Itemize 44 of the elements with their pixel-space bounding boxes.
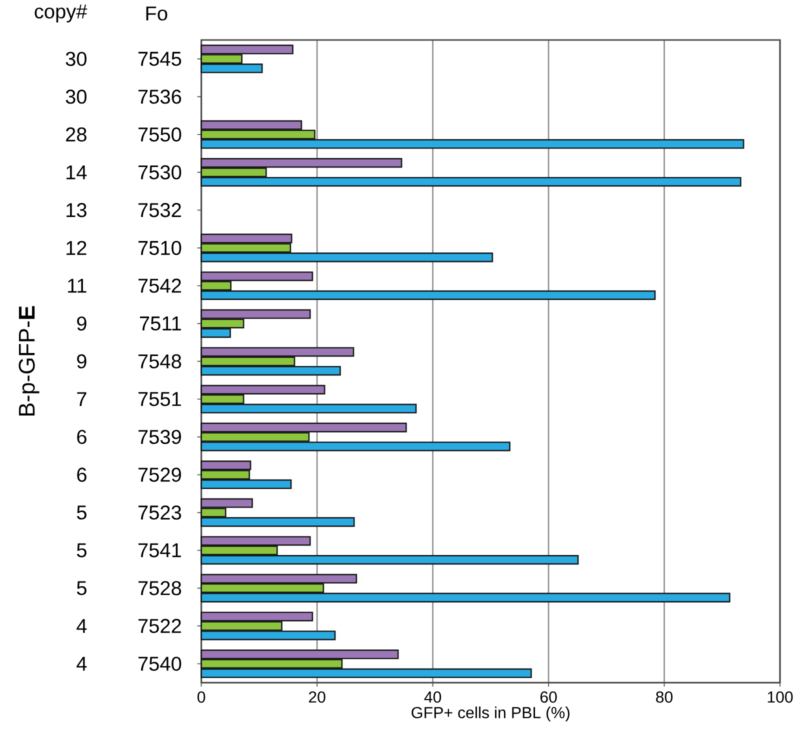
- text: 5: [76, 543, 86, 558]
- y-tick-label: 7530: [138, 165, 182, 180]
- text: 14: [66, 165, 87, 180]
- y-tick-label: 7551: [138, 392, 181, 406]
- x-tick-label: 80: [656, 691, 673, 703]
- y-tick-label: 7545: [138, 52, 182, 66]
- y-tick-label: 7550: [138, 127, 182, 142]
- x-tick-label: 100: [768, 691, 793, 703]
- text: 28: [66, 127, 86, 142]
- text: 11: [68, 278, 86, 293]
- y-tick-label: 7510: [138, 240, 182, 256]
- text: 30: [66, 90, 86, 104]
- y-tick-label: 7511: [140, 316, 181, 331]
- y-tick-label: 7528: [138, 581, 182, 596]
- y-tick-label: 7540: [138, 656, 182, 671]
- text: 4: [76, 619, 87, 633]
- x-tick-label: 20: [308, 691, 326, 703]
- text: 6: [77, 430, 86, 444]
- text: 30: [66, 52, 86, 66]
- x-tick-label: 40: [424, 691, 442, 703]
- y-tick-label: 7541: [138, 543, 181, 558]
- y-tick-label: 7548: [138, 354, 182, 368]
- y-tick-label: 7522: [138, 618, 181, 634]
- text: 12: [66, 240, 86, 255]
- text: 5: [76, 506, 86, 520]
- y-axis-title: B-p-GFP-E: [18, 306, 40, 416]
- x-tick-label: 0: [198, 691, 206, 703]
- text: Fo: [146, 6, 168, 21]
- y-tick-label: 7523: [138, 505, 182, 520]
- x-tick-label: 60: [540, 691, 557, 703]
- text: copy#: [34, 4, 88, 22]
- x-axis-title: GFP+ cells in PBL (%): [412, 706, 570, 722]
- text: 6: [77, 468, 86, 482]
- text: 9: [77, 316, 86, 331]
- text: 4: [76, 656, 87, 671]
- y-tick-label: 7536: [138, 90, 182, 104]
- y-tick-label: 7539: [138, 430, 181, 444]
- text: 9: [77, 354, 86, 368]
- text: 13: [66, 203, 86, 218]
- y-tick-label: 7542: [138, 278, 181, 293]
- text: 7: [77, 392, 86, 406]
- y-tick-label: 7532: [138, 203, 181, 218]
- text: 5: [76, 581, 86, 596]
- y-tick-label: 7529: [138, 468, 181, 482]
